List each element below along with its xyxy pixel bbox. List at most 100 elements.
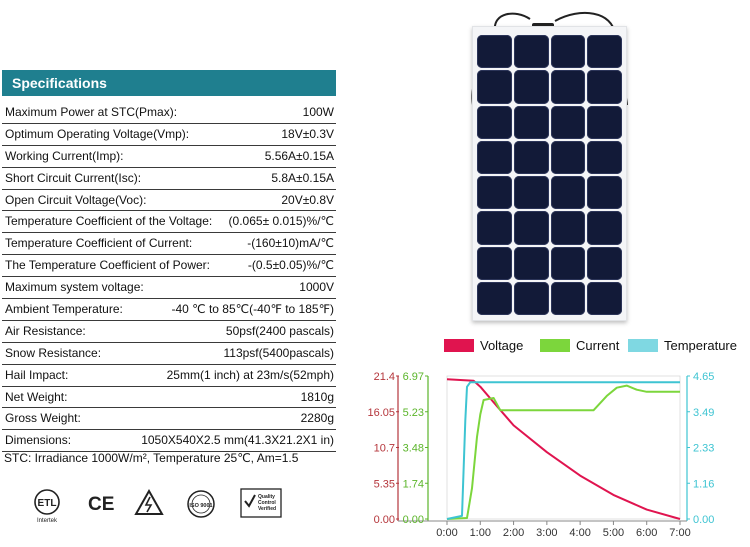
- spec-row: Optimum Operating Voltage(Vmp): 18V±0.3V: [2, 124, 336, 146]
- spec-value: 5.56A±0.15A: [264, 148, 334, 163]
- temperature-tick-label: 4.65: [693, 371, 714, 383]
- solar-cell: [477, 246, 512, 280]
- legend-label-temperature: Temperature: [664, 338, 737, 353]
- solar-cell: [477, 176, 512, 210]
- spec-row: Hail Impact: 25mm(1 inch) at 23m/s(52mph): [2, 365, 336, 387]
- legend-label-voltage: Voltage: [480, 338, 524, 353]
- solar-cell: [513, 105, 549, 139]
- chart-legend: Voltage Current Temperature: [444, 338, 744, 358]
- x-tick-label: 7:00: [669, 527, 690, 539]
- solar-cell: [587, 211, 622, 245]
- qc-line-2: Control: [258, 500, 276, 506]
- voltage-series-line: [446, 378, 681, 520]
- spec-value: 2280g: [300, 411, 334, 426]
- legend-item-temperature: Temperature: [628, 338, 737, 353]
- high-voltage-warning-icon: [134, 488, 164, 523]
- solar-cell: [513, 176, 549, 210]
- voltage-current-temperature-chart: 21.4 16.05 10.7 5.35 0.00 6.97 5.23 3.48 1.74 0.0…: [367, 371, 714, 539]
- spec-row: Ambient Temperature: -40 ℃ to 85℃(-40℉ to…: [2, 299, 336, 321]
- voltage-tick-label: 5.35: [374, 478, 395, 490]
- spec-label: Maximum Power at STC(Pmax):: [5, 105, 178, 119]
- spec-label: Short Circuit Current(Isc):: [5, 170, 142, 185]
- spec-label: Air Resistance:: [5, 323, 86, 338]
- temperature-tick-label: 1.16: [693, 478, 714, 490]
- legend-item-voltage: Voltage: [444, 338, 523, 353]
- spec-label: Net Weight:: [5, 389, 68, 404]
- spec-value: -(160±10)mA/℃: [247, 236, 334, 251]
- spec-value: 50psf(2400 pascals): [225, 323, 334, 338]
- spec-row: Maximum system voltage: 1000V: [2, 277, 336, 300]
- spec-value: -40 ℃ to 85℃(-40℉ to 185℉): [171, 302, 334, 317]
- spec-row: Air Resistance: 50psf(2400 pascals): [2, 321, 336, 343]
- qc-line-3: Verified: [258, 506, 276, 512]
- x-tick-label: 1:00: [470, 527, 491, 539]
- legend-item-current: Current: [540, 338, 619, 353]
- qc-line-1: Quality: [258, 494, 275, 500]
- current-tick-label: 3.48: [403, 443, 424, 455]
- spec-value: 1000V: [299, 280, 334, 295]
- spec-row: Short Circuit Current(Isc): 5.8A±0.15A: [2, 168, 336, 190]
- solar-cell: [513, 70, 549, 104]
- x-tick-label: 0:00: [436, 527, 457, 539]
- x-tick-label: 6:00: [636, 527, 657, 539]
- etl-text: ETL: [38, 498, 57, 509]
- spec-value: 1050X540X2.5 mm(41.3X21.2X1 in): [141, 433, 334, 448]
- spec-row: Gross Weight: 2280g: [2, 408, 336, 431]
- spec-label: Gross Weight:: [5, 411, 81, 426]
- solar-cell: [587, 176, 622, 210]
- voltage-tick-label: 10.7: [374, 443, 395, 455]
- solar-cell: [587, 105, 622, 139]
- spec-label: Temperature Coefficient of Current:: [5, 236, 193, 251]
- temperature-series-line: [446, 381, 680, 520]
- x-tick-label: 3:00: [536, 527, 557, 539]
- legend-swatch-voltage: [444, 339, 474, 352]
- spec-label: Snow Resistance:: [5, 345, 102, 360]
- specifications-title: Specifications: [12, 75, 107, 91]
- x-tick-label: 5:00: [603, 527, 624, 539]
- spec-value: 25mm(1 inch) at 23m/s(52mph): [166, 367, 334, 382]
- spec-label: Open Circuit Voltage(Voc):: [5, 192, 147, 207]
- spec-label: Working Current(Imp):: [5, 148, 124, 163]
- spec-row: Snow Resistance: 113psf(5400pascals): [2, 343, 336, 365]
- spec-label: Temperature Coefficient of the Voltage:: [5, 214, 213, 229]
- solar-cell: [550, 211, 586, 245]
- voltage-tick-label: 16.05: [367, 407, 395, 419]
- solar-cell: [477, 35, 512, 69]
- spec-label: Hail Impact:: [5, 367, 69, 382]
- solar-cell: [587, 70, 622, 104]
- solar-cell: [477, 140, 512, 174]
- spec-label: The Temperature Coefficient of Power:: [5, 258, 210, 273]
- current-tick-label: 5.23: [403, 407, 424, 419]
- spec-value: 5.8A±0.15A: [271, 170, 334, 185]
- solar-cell: [587, 281, 622, 315]
- x-tick-label: 4:00: [569, 527, 590, 539]
- spec-row: Temperature Coefficient of Current: -(160…: [2, 233, 336, 256]
- spec-row: The Temperature Coefficient of Power: -(0…: [2, 255, 336, 278]
- solar-cell: [513, 140, 549, 174]
- solar-cell: [550, 281, 586, 315]
- temperature-tick-label: 3.49: [693, 407, 714, 419]
- solar-cell: [550, 105, 586, 139]
- quality-control-verified-icon: Quality Control Verified: [240, 486, 282, 525]
- spec-value: -(0.5±0.05)%/℃: [247, 258, 334, 273]
- solar-cell: [477, 211, 512, 245]
- solar-cell: [513, 35, 549, 69]
- stc-note: STC: Irradiance 1000W/m², Temperature 25…: [4, 451, 299, 465]
- specifications-table: Maximum Power at STC(Pmax): 100W Optimum O…: [2, 102, 336, 453]
- spec-row: Dimensions: 1050X540X2.5 mm(41.3X21.2X1 i…: [2, 430, 336, 453]
- spec-label: Ambient Temperature:: [5, 302, 123, 317]
- current-tick-label: 1.74: [403, 478, 424, 490]
- solar-cell: [550, 70, 586, 104]
- solar-cell: [550, 35, 586, 69]
- solar-cell: [513, 246, 549, 280]
- solar-cell: [513, 281, 549, 315]
- current-tick-label: 0.00: [403, 514, 424, 526]
- ce-text: CE: [88, 494, 114, 514]
- spec-row: Temperature Coefficient of the Voltage: (…: [2, 211, 336, 234]
- spec-label: Maximum system voltage:: [5, 280, 144, 295]
- legend-swatch-current: [540, 339, 570, 352]
- legend-swatch-temperature: [628, 339, 658, 352]
- solar-cell: [587, 246, 622, 280]
- x-tick-label: 2:00: [503, 527, 524, 539]
- temperature-tick-label: 2.33: [693, 443, 714, 455]
